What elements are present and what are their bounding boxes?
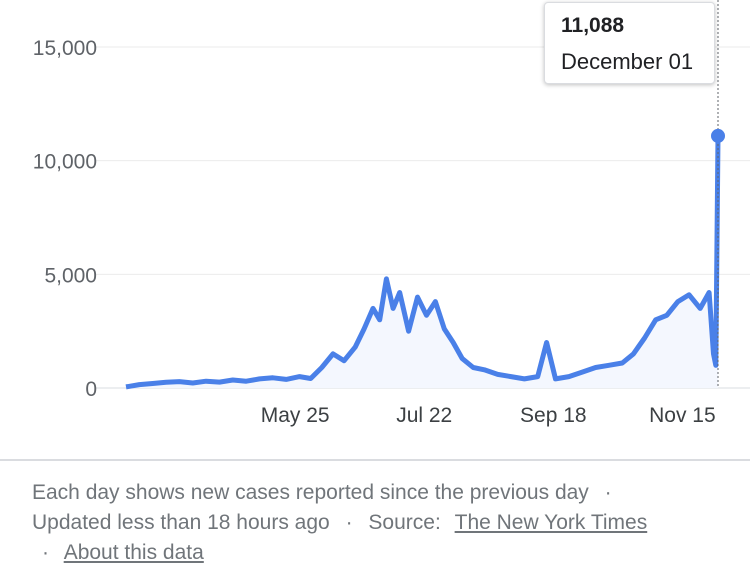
x-tick-label: Sep 18 — [520, 404, 587, 427]
tooltip-date: December 01 — [561, 49, 694, 74]
x-tick-label: Nov 15 — [649, 404, 716, 427]
highlight-point — [711, 128, 725, 143]
cases-line-chart: 0 5,000 10,000 15,000 May 25 Jul 22 Sep 18 Nov … — [33, 0, 750, 427]
x-tick-label: Jul 22 — [396, 404, 452, 427]
about-data-link[interactable]: About this data — [63, 541, 204, 564]
source-label: Source: — [368, 511, 441, 534]
separator-dot: · — [42, 541, 49, 564]
updated-text: Updated less than 18 hours ago — [32, 511, 330, 534]
y-tick-label: 5,000 — [44, 264, 97, 287]
x-tick-label: May 25 — [261, 404, 330, 427]
chart-tooltip: 11,088 December 01 — [544, 2, 715, 84]
footer-description: Each day shows new cases reported since … — [32, 481, 589, 504]
source-link[interactable]: The New York Times — [454, 511, 648, 534]
y-tick-label: 15,000 — [33, 37, 97, 60]
chart-footer: Each day shows new cases reported since … — [32, 478, 732, 568]
series-area — [126, 135, 718, 388]
separator-dot: · — [604, 481, 612, 504]
y-tick-label: 0 — [85, 378, 97, 401]
divider — [0, 459, 750, 461]
series-line — [125, 135, 721, 390]
separator-dot: · — [345, 511, 353, 534]
y-tick-label: 10,000 — [33, 151, 97, 174]
tooltip-value: 11,088 — [561, 14, 625, 37]
